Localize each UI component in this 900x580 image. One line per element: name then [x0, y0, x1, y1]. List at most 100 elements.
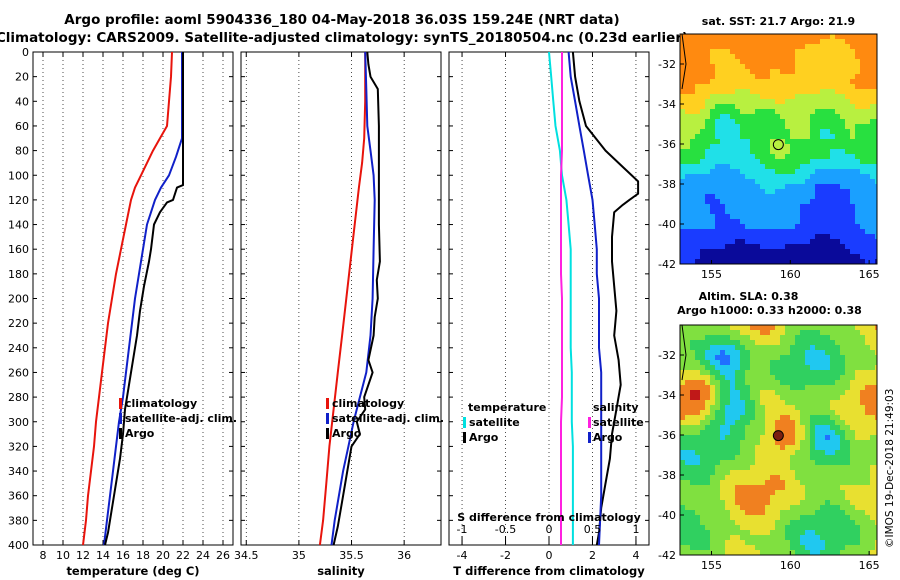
- heatmap-cell: [780, 214, 786, 220]
- heatmap-cell: [870, 79, 876, 85]
- heatmap-cell: [835, 64, 841, 70]
- heatmap-cell: [850, 330, 856, 336]
- heatmap-cell: [860, 139, 866, 145]
- heatmap-cell: [705, 59, 711, 65]
- heatmap-cell: [690, 355, 696, 361]
- heatmap-cell: [875, 84, 878, 90]
- heatmap-cell: [740, 450, 746, 456]
- heatmap-cell: [835, 199, 841, 205]
- heatmap-cell: [770, 400, 776, 406]
- heatmap-cell: [745, 184, 751, 190]
- heatmap-cell: [785, 89, 791, 95]
- heatmap-cell: [815, 540, 821, 546]
- heatmap-cell: [865, 109, 871, 115]
- heatmap-cell: [725, 520, 731, 526]
- heatmap-cell: [810, 164, 816, 170]
- heatmap-cell: [815, 249, 821, 255]
- heatmap-cell: [820, 189, 826, 195]
- heatmap-cell: [790, 350, 796, 356]
- heatmap-cell: [785, 34, 791, 40]
- heatmap-cell: [850, 199, 856, 205]
- heatmap-cell: [705, 219, 711, 225]
- heatmap-cell: [875, 535, 878, 541]
- heatmap-cell: [755, 450, 761, 456]
- heatmap-cell: [730, 375, 736, 381]
- heatmap-cell: [685, 134, 691, 140]
- heatmap-cell: [790, 169, 796, 175]
- heatmap-cell: [820, 209, 826, 215]
- heatmap-cell: [720, 375, 726, 381]
- legend-swatch: [463, 417, 466, 428]
- heatmap-cell: [685, 375, 691, 381]
- heatmap-cell: [860, 109, 866, 115]
- heatmap-cell: [810, 480, 816, 486]
- heatmap-cell: [845, 114, 851, 120]
- heatmap-cell: [700, 500, 706, 506]
- heatmap-cell: [860, 450, 866, 456]
- heatmap-cell: [790, 79, 796, 85]
- heatmap-cell: [875, 174, 878, 180]
- heatmap-cell: [835, 174, 841, 180]
- heatmap-cell: [810, 500, 816, 506]
- heatmap-cell: [830, 495, 836, 501]
- heatmap-cell: [875, 129, 878, 135]
- heatmap-cell: [745, 119, 751, 125]
- heatmap-cell: [870, 69, 876, 75]
- heatmap-cell: [695, 234, 701, 240]
- heatmap-cell: [695, 189, 701, 195]
- heatmap-cell: [715, 455, 721, 461]
- heatmap-cell: [845, 169, 851, 175]
- heatmap-cell: [810, 395, 816, 401]
- heatmap-cell: [785, 184, 791, 190]
- heatmap-cell: [760, 39, 766, 45]
- heatmap-cell: [765, 530, 771, 536]
- heatmap-cell: [695, 420, 701, 426]
- heatmap-cell: [755, 154, 761, 160]
- heatmap-cell: [815, 330, 821, 336]
- heatmap-cell: [820, 475, 826, 481]
- heatmap-cell: [680, 254, 686, 260]
- heatmap-cell: [770, 440, 776, 446]
- heatmap-cell: [780, 259, 786, 265]
- heatmap-cell: [755, 340, 761, 346]
- heatmap-cell: [845, 94, 851, 100]
- heatmap-cell: [745, 144, 751, 150]
- heatmap-cell: [790, 450, 796, 456]
- heatmap-cell: [715, 440, 721, 446]
- heatmap-cell: [690, 350, 696, 356]
- heatmap-cell: [825, 204, 831, 210]
- heatmap-cell: [775, 355, 781, 361]
- heatmap-cell: [820, 54, 826, 60]
- heatmap-cell: [790, 445, 796, 451]
- heatmap-cell: [780, 470, 786, 476]
- heatmap-cell: [810, 259, 816, 265]
- heatmap-cell: [865, 350, 871, 356]
- heatmap-cell: [840, 410, 846, 416]
- heatmap-cell: [800, 505, 806, 511]
- heatmap-cell: [735, 360, 741, 366]
- heatmap-cell: [760, 189, 766, 195]
- heatmap-cell: [770, 259, 776, 265]
- heatmap-cell: [725, 400, 731, 406]
- heatmap-cell: [760, 49, 766, 55]
- heatmap-cell: [845, 350, 851, 356]
- heatmap-cell: [870, 84, 876, 90]
- heatmap-cell: [795, 64, 801, 70]
- heatmap-cell: [870, 169, 876, 175]
- heatmap-cell: [775, 460, 781, 466]
- heatmap-cell: [810, 179, 816, 185]
- heatmap-cell: [855, 420, 861, 426]
- heatmap-cell: [680, 540, 686, 546]
- heatmap-cell: [795, 164, 801, 170]
- heatmap-cell: [705, 199, 711, 205]
- heatmap-cell: [830, 515, 836, 521]
- heatmap-cell: [785, 134, 791, 140]
- heatmap-cell: [865, 134, 871, 140]
- heatmap-cell: [805, 104, 811, 110]
- heatmap-cell: [845, 430, 851, 436]
- heatmap-cell: [780, 159, 786, 165]
- heatmap-cell: [695, 395, 701, 401]
- heatmap-cell: [755, 515, 761, 521]
- heatmap-cell: [855, 39, 861, 45]
- heatmap-cell: [860, 335, 866, 341]
